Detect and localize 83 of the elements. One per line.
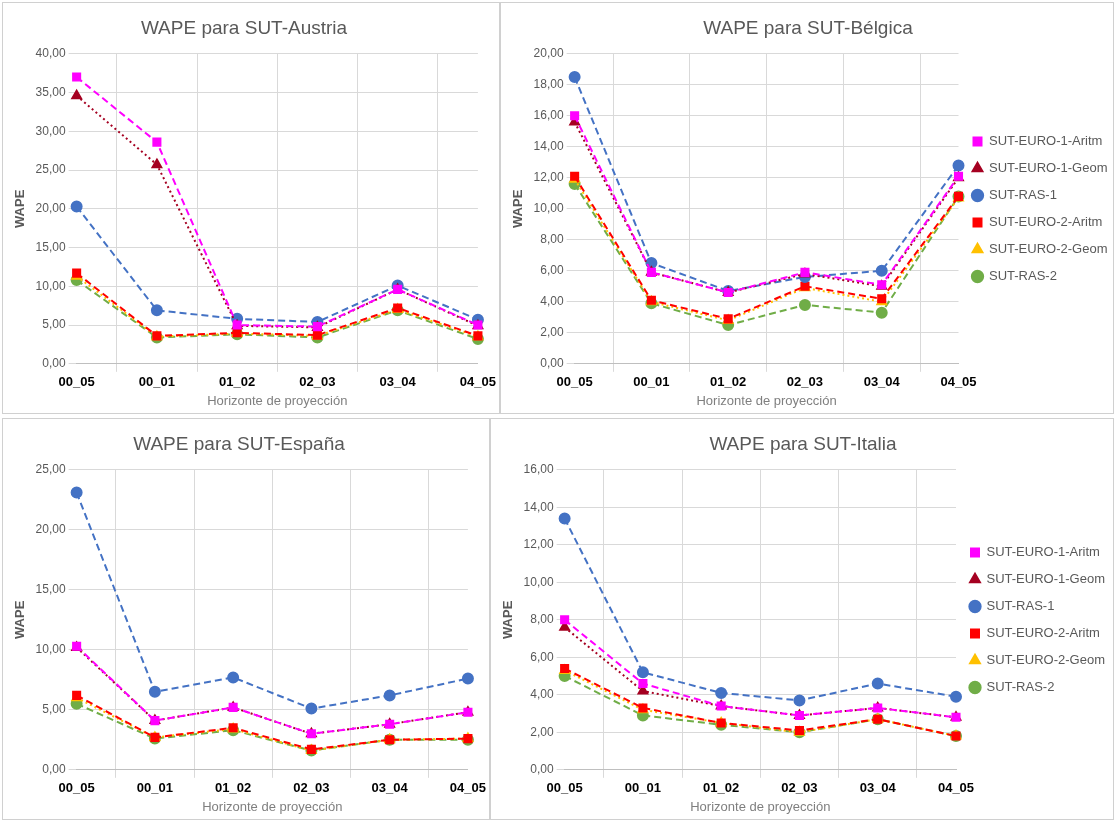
legend-label: SUT-RAS-1 xyxy=(989,187,1057,203)
x-tick-label: 03_04 xyxy=(863,374,901,390)
x-tick-label: 02_03 xyxy=(786,374,824,390)
legend-label: SUT-EURO-1-Geom xyxy=(986,571,1105,587)
x-tick-label: 00_05 xyxy=(58,374,95,390)
y-axis-title: WAPE xyxy=(510,189,526,228)
x-axis-title: Horizonte de proyección xyxy=(207,392,348,408)
y-tick-label: 35,00 xyxy=(35,84,66,99)
x-tick-label: 01_02 xyxy=(219,374,256,390)
x-tick-label: 02_03 xyxy=(299,374,336,390)
y-tick-label: 2,00 xyxy=(540,325,564,340)
legend-label: SUT-EURO-2-Aritm xyxy=(989,214,1103,230)
x-tick-label: 00_05 xyxy=(556,374,593,390)
y-tick-label: 6,00 xyxy=(540,263,564,278)
y-tick-label: 25,00 xyxy=(35,162,66,177)
y-tick-label: 8,00 xyxy=(530,612,554,627)
y-tick-label: 18,00 xyxy=(533,77,564,92)
y-tick-label: 40,00 xyxy=(35,46,66,61)
y-tick-label: 10,00 xyxy=(35,278,66,293)
y-tick-label: 0,00 xyxy=(540,356,564,371)
y-tick-label: 16,00 xyxy=(523,462,554,477)
legend-label: SUT-RAS-2 xyxy=(989,268,1057,284)
chart-title: WAPE para SUT-Austria xyxy=(140,16,348,38)
x-tick-label: 00_01 xyxy=(136,780,173,796)
x-tick-label: 03_04 xyxy=(859,780,897,796)
y-tick-label: 20,00 xyxy=(533,46,564,61)
x-tick-label: 00_01 xyxy=(138,374,175,390)
y-tick-label: 8,00 xyxy=(540,232,564,247)
chart-title: WAPE para SUT-Italia xyxy=(709,432,898,454)
y-tick-label: 14,00 xyxy=(523,499,554,514)
y-tick-label: 0,00 xyxy=(42,356,66,371)
x-tick-label: 02_03 xyxy=(781,780,818,796)
x-tick-label: 00_01 xyxy=(633,374,670,390)
x-tick-label: 02_03 xyxy=(293,780,330,796)
legend-label: SUT-EURO-1-Geom xyxy=(989,160,1108,176)
y-axis-title: WAPE xyxy=(12,189,28,228)
chart-title: WAPE para SUT-España xyxy=(133,432,346,454)
x-tick-label: 03_04 xyxy=(371,780,409,796)
x-axis-title: Horizonte de proyección xyxy=(202,798,343,814)
y-tick-label: 10,00 xyxy=(35,642,66,657)
y-tick-label: 15,00 xyxy=(35,239,66,254)
x-tick-label: 04_05 xyxy=(449,780,486,796)
legend-label: SUT-EURO-1-Aritm xyxy=(989,133,1103,149)
y-tick-label: 16,00 xyxy=(533,108,564,123)
y-tick-label: 5,00 xyxy=(42,702,66,717)
x-tick-label: 04_05 xyxy=(940,374,977,390)
y-axis-title: WAPE xyxy=(500,600,516,639)
y-tick-label: 12,00 xyxy=(533,170,564,185)
x-tick-label: 00_05 xyxy=(546,780,583,796)
x-tick-label: 01_02 xyxy=(710,374,747,390)
y-tick-label: 4,00 xyxy=(530,687,554,702)
y-tick-label: 2,00 xyxy=(530,724,554,739)
x-axis-title: Horizonte de proyección xyxy=(690,798,831,814)
x-tick-label: 00_01 xyxy=(624,780,661,796)
x-tick-label: 01_02 xyxy=(215,780,252,796)
chart-title: WAPE para SUT-Bélgica xyxy=(703,16,914,38)
x-tick-label: 04_05 xyxy=(459,374,496,390)
y-tick-label: 6,00 xyxy=(530,649,554,664)
y-tick-label: 10,00 xyxy=(533,201,564,216)
legend-label: SUT-EURO-1-Aritm xyxy=(986,544,1100,560)
x-axis-title: Horizonte de proyección xyxy=(696,392,837,408)
y-tick-label: 30,00 xyxy=(35,123,66,138)
legend-label: SUT-EURO-2-Aritm xyxy=(986,625,1100,641)
x-tick-label: 04_05 xyxy=(937,780,975,796)
y-tick-label: 5,00 xyxy=(42,317,66,332)
y-tick-label: 25,00 xyxy=(35,462,66,477)
x-tick-label: 01_02 xyxy=(703,780,740,796)
x-tick-label: 03_04 xyxy=(379,374,417,390)
legend-label: SUT-EURO-2-Geom xyxy=(989,241,1108,257)
y-tick-label: 0,00 xyxy=(42,762,66,777)
y-tick-label: 20,00 xyxy=(35,201,66,216)
legend-label: SUT-RAS-1 xyxy=(986,598,1055,614)
y-tick-label: 12,00 xyxy=(523,537,554,552)
legend-label: SUT-EURO-2-Geom xyxy=(986,652,1105,668)
y-axis-title: WAPE xyxy=(12,600,28,639)
y-tick-label: 10,00 xyxy=(523,574,554,589)
legend-label: SUT-RAS-2 xyxy=(986,679,1055,695)
x-tick-label: 00_05 xyxy=(58,780,95,796)
y-tick-label: 15,00 xyxy=(35,582,66,597)
y-tick-label: 20,00 xyxy=(35,522,66,537)
y-tick-label: 4,00 xyxy=(540,294,564,309)
y-tick-label: 0,00 xyxy=(530,762,554,777)
y-tick-label: 14,00 xyxy=(533,139,564,154)
